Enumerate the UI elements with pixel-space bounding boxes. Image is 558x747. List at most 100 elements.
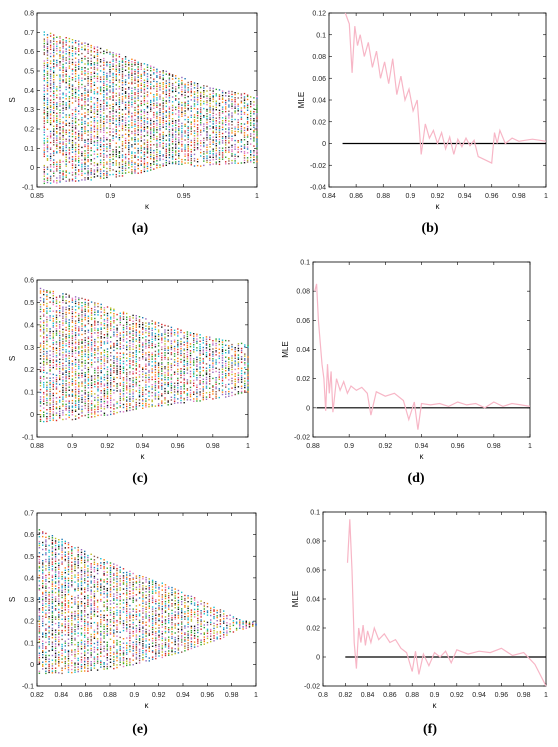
bifurcation-point [190,155,192,158]
bifurcation-point [62,315,64,317]
bifurcation-point [138,399,141,401]
bifurcation-point [256,141,258,143]
bifurcation-point [106,139,108,141]
bifurcation-point [221,391,224,393]
bifurcation-point [110,336,112,338]
bifurcation-point [206,123,208,125]
bifurcation-point [71,321,74,323]
bifurcation-point [118,101,121,103]
bifurcation-point [78,61,80,63]
bifurcation-point [74,51,77,53]
bifurcation-point [74,368,77,371]
bifurcation-point [96,46,99,48]
bifurcation-point [170,363,173,365]
bifurcation-point [94,311,96,313]
bifurcation-point [189,370,192,373]
bifurcation-point [171,74,174,76]
bifurcation-point [137,106,139,108]
bifurcation-point [138,357,141,359]
bifurcation-point [81,345,83,347]
bifurcation-point [253,126,255,128]
bifurcation-point [119,339,121,341]
bifurcation-point [78,307,80,310]
bifurcation-point [225,377,227,379]
bifurcation-point [59,159,61,161]
bifurcation-point [71,367,74,369]
bifurcation-point [39,402,42,404]
bifurcation-point [65,160,67,163]
bifurcation-point [146,165,149,168]
bifurcation-point [49,317,51,319]
bifurcation-point [187,125,189,128]
bifurcation-point [175,81,177,84]
bifurcation-point [94,349,96,351]
bifurcation-point [78,169,80,171]
bifurcation-point [180,386,182,388]
bifurcation-point [118,151,121,153]
bifurcation-point [193,84,196,86]
bifurcation-point [215,88,217,91]
bifurcation-point [113,408,115,410]
bifurcation-point [65,146,67,149]
bifurcation-point [65,354,67,356]
bifurcation-point [156,138,158,140]
bifurcation-point [189,350,192,352]
bifurcation-point [243,136,246,138]
bifurcation-point [159,125,161,128]
bifurcation-point [121,96,124,98]
bifurcation-point [84,67,86,69]
plot-frame [36,12,258,188]
bifurcation-point [142,328,144,330]
bifurcation-point [173,394,176,396]
bifurcation-point [56,90,58,92]
bifurcation-point [202,362,204,364]
bifurcation-point [128,134,130,136]
bifurcation-point [49,297,51,299]
bifurcation-point [87,351,90,353]
bifurcation-point [93,71,96,73]
bifurcation-point [103,334,106,336]
bifurcation-point [122,367,125,370]
bifurcation-point [87,134,89,136]
bifurcation-point [122,397,125,400]
bifurcation-point [256,111,258,113]
bifurcation-point [110,388,112,391]
bifurcation-point [110,307,112,309]
bifurcation-point [71,362,74,365]
bifurcation-point [78,105,80,107]
bifurcation-point [221,350,224,353]
bifurcation-point [170,326,173,329]
bifurcation-point [81,77,83,79]
bifurcation-point [159,155,161,157]
bifurcation-point [78,79,80,81]
bifurcation-point [68,301,70,303]
bifurcation-point [49,410,51,413]
bifurcation-point [106,319,109,321]
bifurcation-point [56,170,58,172]
bifurcation-point [135,385,137,387]
bifurcation-point [78,361,80,363]
bifurcation-point [228,115,230,117]
bifurcation-point [68,322,70,324]
bifurcation-point [113,322,115,324]
bifurcation-point [161,366,163,368]
bifurcation-point [93,135,96,137]
bifurcation-point [74,376,77,379]
bifurcation-point [162,154,164,156]
bifurcation-point [129,345,131,347]
bifurcation-point [165,134,167,137]
bifurcation-point [49,354,51,356]
bifurcation-point [106,78,108,80]
bifurcation-point [150,103,152,106]
bifurcation-point [180,358,182,361]
bifurcation-point [81,166,83,168]
bifurcation-point [162,106,164,108]
bifurcation-point [55,365,58,368]
bifurcation-point [215,379,217,381]
bifurcation-point [46,325,48,327]
bifurcation-point [65,400,67,402]
bifurcation-point [81,130,83,133]
bifurcation-point [96,64,99,66]
bifurcation-point [131,79,133,81]
bifurcation-point [56,135,58,137]
